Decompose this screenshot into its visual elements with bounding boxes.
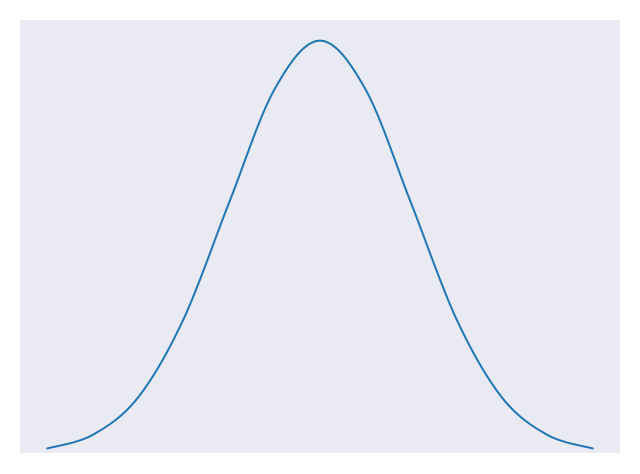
plot-background xyxy=(20,20,620,453)
series-line-0 xyxy=(46,39,594,450)
series-layer xyxy=(46,39,594,450)
